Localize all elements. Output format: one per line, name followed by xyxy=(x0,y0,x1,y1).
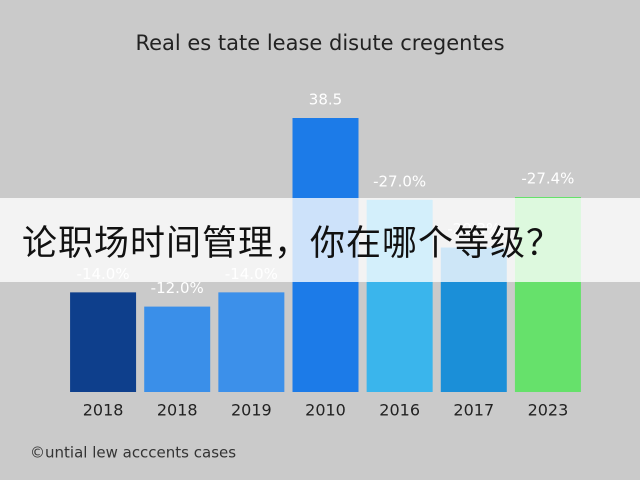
x-tick-label: 2018 xyxy=(157,401,198,420)
bar xyxy=(218,292,285,392)
x-tick-label: 2010 xyxy=(305,401,346,420)
chart-title: Real es tate lease disute cregentes xyxy=(135,31,504,55)
value-label: 38.5 xyxy=(309,91,342,109)
value-label: -27.0% xyxy=(373,172,426,190)
bar xyxy=(144,306,211,392)
x-tick-label: 2018 xyxy=(83,401,124,420)
x-tick-label: 2019 xyxy=(231,401,272,420)
x-tick-label: 2023 xyxy=(528,401,569,420)
value-label: -12.0% xyxy=(151,279,204,297)
x-tick-label: 2017 xyxy=(453,401,494,420)
overlay-banner: 论职场时间管理，你在哪个等级？ xyxy=(0,198,640,282)
value-label: -27.4% xyxy=(521,169,574,187)
bar xyxy=(70,292,137,392)
x-tick-label: 2016 xyxy=(379,401,420,420)
footer: ©untial lew acccents cases xyxy=(30,444,236,462)
